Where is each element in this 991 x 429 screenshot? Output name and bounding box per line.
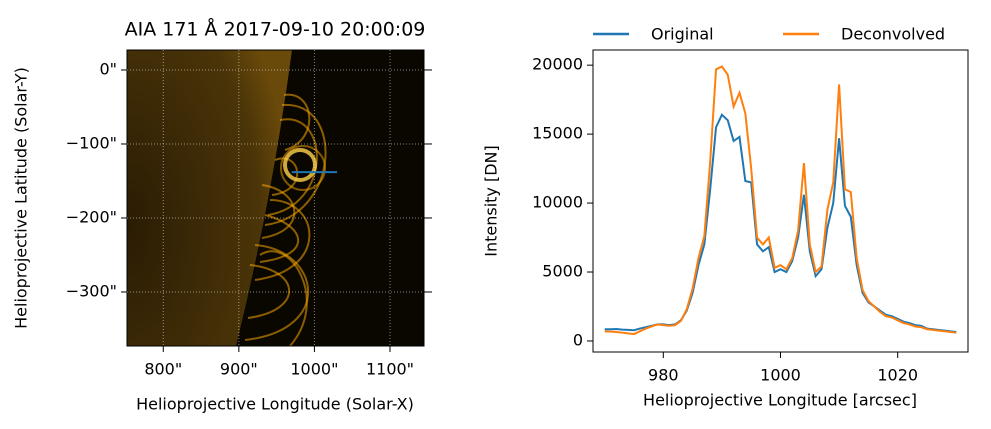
data-line	[604, 113, 957, 333]
chart-title: AIA 171 Å 2017-09-10 20:00:09	[125, 18, 426, 41]
legend-label: Original	[651, 25, 714, 44]
x-axis-label: Helioprojective Longitude (Solar-X)	[136, 395, 414, 414]
y-tick-label: −100"	[66, 133, 117, 152]
x-tick-label: 1000	[760, 366, 801, 385]
legend-label: Deconvolved	[841, 25, 945, 44]
x-tick-label: 1020	[877, 366, 918, 385]
y-axis-label: Intensity [DN]	[482, 145, 501, 257]
solar-image	[127, 50, 424, 346]
y-tick-label: 20000	[532, 55, 583, 74]
x-tick-label: 1100"	[366, 360, 414, 379]
y-tick-label: 10000	[532, 193, 583, 212]
y-tick-label: −300"	[66, 281, 117, 300]
x-tick-label: 800"	[144, 360, 182, 379]
data-line	[604, 65, 957, 336]
y-tick-label: −200"	[66, 207, 117, 226]
x-axis-label: Helioprojective Longitude [arcsec]	[643, 391, 917, 410]
y-tick-label: 0"	[99, 59, 117, 78]
x-tick-label: 1000"	[290, 360, 338, 379]
y-tick-label: 5000	[542, 262, 583, 281]
y-tick-label: 0	[573, 330, 583, 349]
y-axis-label: Helioprojective Latitude (Solar-Y)	[12, 67, 31, 329]
x-tick-label: 900"	[220, 360, 258, 379]
y-tick-label: 15000	[532, 124, 583, 143]
plot-area	[604, 65, 957, 336]
axes-frame	[126, 49, 425, 347]
axes-frame	[592, 49, 969, 353]
x-tick-label: 980	[648, 366, 679, 385]
